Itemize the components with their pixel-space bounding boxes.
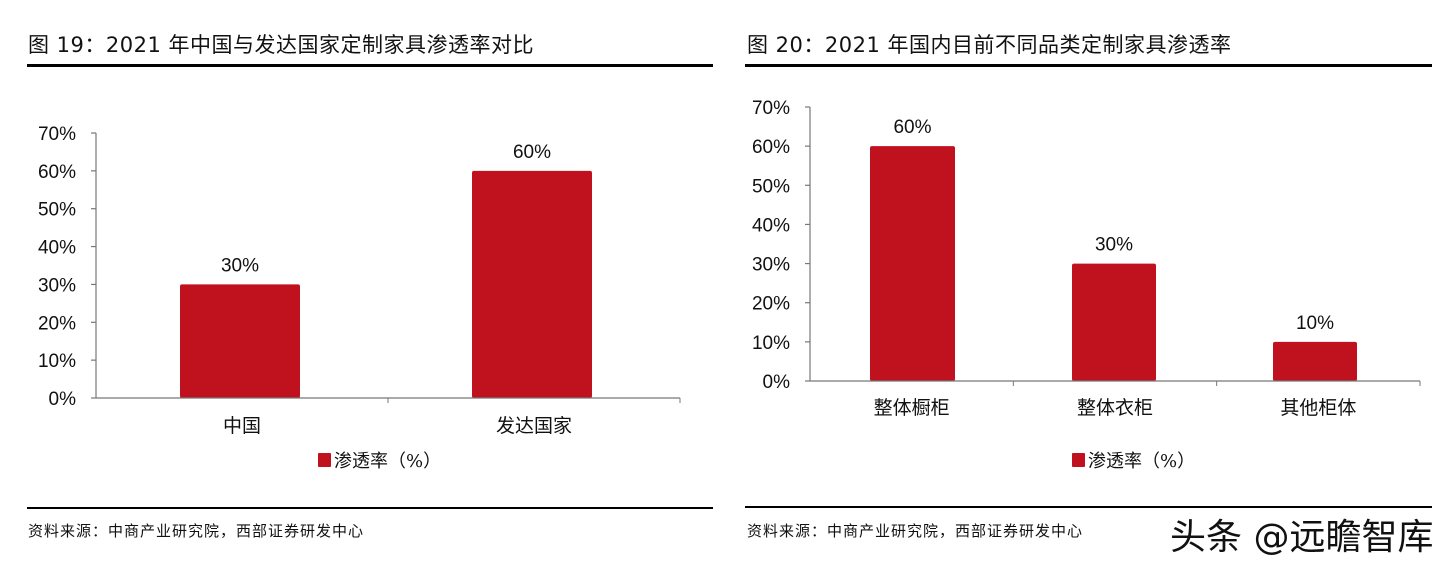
chart-1-y-tick-label: 20% xyxy=(38,313,76,334)
chart-2-bottom-rule xyxy=(745,506,1432,508)
chart-1-y-tick-label: 50% xyxy=(38,200,76,221)
chart-1-y-tick-label: 60% xyxy=(38,162,76,183)
chart-2-bar xyxy=(870,146,955,381)
chart-1-bottom-rule xyxy=(27,507,713,509)
chart-2-legend-swatch xyxy=(1072,453,1085,467)
chart-2-source: 资料来源：中商产业研究院，西部证券研发中心 xyxy=(747,522,1084,540)
chart-2-category-label: 整体橱柜 xyxy=(874,397,950,419)
chart-2-data-label: 60% xyxy=(893,117,931,138)
chart-1-title: 图 19：2021 年中国与发达国家定制家具渗透率对比 xyxy=(28,33,535,57)
chart-2-bar xyxy=(1273,341,1357,381)
chart-2-y-tick-label: 60% xyxy=(752,137,790,158)
chart-2-top-rule xyxy=(745,64,1432,67)
chart-1-legend-swatch xyxy=(318,453,331,467)
chart-1-data-label: 30% xyxy=(221,255,259,276)
chart-1-top-rule xyxy=(27,64,713,67)
chart-2-y-tick-label: 0% xyxy=(763,372,791,393)
chart-2-data-label: 10% xyxy=(1296,313,1334,334)
chart-2-category-label: 其他柜体 xyxy=(1280,397,1356,419)
chart-1-y-tick-label: 10% xyxy=(38,351,76,372)
chart-1-bar xyxy=(180,284,300,398)
chart-1-data-label: 60% xyxy=(513,142,551,163)
chart-1-y-tick-label: 70% xyxy=(38,124,76,145)
chart-1-y-tick-label: 0% xyxy=(49,389,77,410)
chart-1-y-tick-label: 40% xyxy=(38,238,76,259)
chart-2-y-tick-label: 10% xyxy=(752,333,790,354)
chart-1-source: 资料来源：中商产业研究院，西部证券研发中心 xyxy=(28,522,365,540)
chart-2-legend-label: 渗透率（%） xyxy=(1088,451,1195,472)
chart-1-bar xyxy=(472,170,592,398)
chart-2-y-tick-label: 50% xyxy=(752,176,790,197)
chart-1-y-tick-label: 30% xyxy=(38,275,76,296)
chart-2-y-tick-label: 20% xyxy=(752,294,790,315)
watermark: 头条 @远瞻智库 xyxy=(1170,517,1434,558)
chart-2-y-tick-label: 40% xyxy=(752,215,790,236)
chart-2-y-tick-label: 70% xyxy=(752,98,790,119)
chart-1-category-label: 中国 xyxy=(223,415,261,437)
chart-2-title: 图 20：2021 年国内目前不同品类定制家具渗透率 xyxy=(747,33,1232,57)
chart-2-bar xyxy=(1072,263,1156,381)
chart-2-category-label: 整体衣柜 xyxy=(1077,397,1153,419)
chart-2-y-tick-label: 30% xyxy=(752,255,790,276)
chart-1-category-label: 发达国家 xyxy=(496,415,572,437)
chart-2-data-label: 30% xyxy=(1095,235,1133,256)
chart-1-legend-label: 渗透率（%） xyxy=(334,451,441,472)
